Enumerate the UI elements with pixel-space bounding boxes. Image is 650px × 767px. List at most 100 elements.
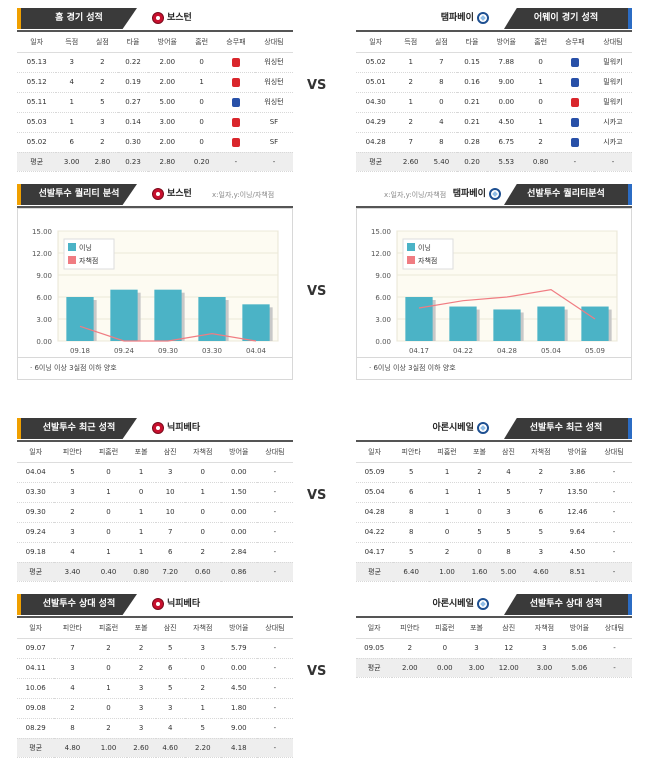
- table-row: 04.29 2 4 0.21 4.50 1 시카고: [356, 112, 632, 133]
- average-cell: 1.00: [429, 562, 466, 582]
- recent-left-header: 선발투수 최근 성적 닉피베타: [17, 418, 293, 439]
- table-cell: 시카고: [593, 112, 632, 133]
- column-header: 상대팀: [254, 32, 293, 53]
- table-row: 05.01 2 8 0.16 9.00 1 밀워키: [356, 72, 632, 93]
- table-row: 09.08 2 0 3 3 1 1.80-: [17, 698, 293, 719]
- legend-er-swatch: [407, 256, 415, 264]
- table-cell: 09.05: [356, 638, 393, 659]
- header-rule: [356, 616, 632, 618]
- table-cell: 2: [184, 678, 221, 699]
- table-cell: 1: [395, 92, 427, 113]
- table-cell: 0: [184, 658, 221, 679]
- table-cell: 0: [525, 52, 556, 73]
- table-cell: 2.00: [148, 72, 187, 93]
- column-header: 상대팀: [596, 618, 632, 639]
- column-header: 자책점: [522, 442, 559, 463]
- table-cell: 0.00: [220, 462, 257, 483]
- recent-right-pitcher: 아론시베일: [432, 423, 474, 433]
- table-cell: -: [256, 718, 293, 739]
- tampa-logo-icon: [477, 11, 489, 24]
- table-cell: 0.00: [220, 502, 257, 523]
- table-header-row: 일자 피안타 피홈런 포볼 삼진 자책점 방어율 상대팀: [356, 618, 632, 639]
- table-cell: 04.04: [17, 462, 55, 483]
- table-cell: 09.08: [17, 698, 55, 719]
- table-row: 04.11 3 0 2 6 0 0.00-: [17, 658, 293, 679]
- legend-er-swatch: [68, 256, 76, 264]
- table-row: 05.13 3 2 0.22 2.00 0 워싱턴: [17, 52, 293, 73]
- result-cell: [555, 92, 594, 113]
- table-cell: 0: [186, 112, 217, 133]
- win-icon: [570, 137, 579, 147]
- home-team-name: 보스턴: [167, 13, 192, 23]
- tampa-logo-icon: [477, 597, 489, 610]
- average-cell: -: [596, 658, 632, 678]
- table-cell: 0.21: [456, 92, 488, 113]
- recent-left-team: 닉피베타: [152, 421, 200, 436]
- column-header: 실점: [426, 32, 457, 53]
- table-cell: 1: [395, 52, 427, 73]
- quality-left-note-text: 6이닝 이상 3실점 이하 양호: [34, 364, 117, 372]
- column-header: 피홈런: [427, 618, 463, 639]
- table-cell: 5: [393, 462, 430, 483]
- table-cell: 3: [56, 52, 88, 73]
- table-cell: 4: [493, 462, 523, 483]
- table-cell: 0: [90, 462, 127, 483]
- table-cell: 0.28: [456, 132, 488, 153]
- average-cell: 0.60: [184, 562, 221, 582]
- table-cell: 1: [90, 678, 127, 699]
- average-cell: 2.20: [184, 738, 221, 758]
- innings-bar: [66, 297, 94, 341]
- table-cell: 3: [184, 638, 221, 659]
- recent-right-panel: 아론시베일 선발투수 최근 성적 일자 피안타 피홈런 포볼 삼진 자책점 방어율 상대팀 05…: [356, 418, 632, 582]
- table-cell: 5: [155, 678, 185, 699]
- table-cell: 2: [395, 112, 427, 133]
- y-tick-label: 9.00: [375, 272, 391, 280]
- column-header: 자책점: [184, 442, 221, 463]
- table-cell: 2: [90, 718, 127, 739]
- column-header: 포볼: [462, 618, 491, 639]
- table-cell: 0: [90, 698, 127, 719]
- legend-er-label: 자책점: [79, 256, 98, 265]
- table-cell: 5: [393, 542, 430, 563]
- table-cell: 0: [426, 92, 457, 113]
- table-cell: 워싱턴: [254, 52, 293, 73]
- column-header: 승무패: [555, 32, 594, 53]
- column-header: 자책점: [526, 618, 562, 639]
- average-cell: 0.40: [90, 562, 127, 582]
- column-header: 득점: [395, 32, 427, 53]
- table-cell: 3: [155, 698, 185, 719]
- table-cell: 2: [54, 698, 91, 719]
- innings-bar: [198, 297, 226, 341]
- y-tick-label: 3.00: [36, 316, 52, 324]
- table-cell: 5: [54, 462, 91, 483]
- table-cell: 4: [56, 72, 88, 93]
- header-rule: [17, 440, 293, 442]
- legend-innings-label: 이닝: [79, 243, 92, 252]
- column-header: 피홈런: [429, 442, 466, 463]
- table-cell: 1: [90, 482, 127, 503]
- table-cell: 8: [426, 72, 457, 93]
- recent-left-table: 일자 피안타 피홈런 포볼 삼진 자책점 방어율 상대팀 04.04 5 0 1 3 0 0.00-03.3…: [17, 442, 293, 582]
- column-header: 일자: [17, 32, 57, 53]
- table-row: 04.04 5 0 1 3 0 0.00-: [17, 462, 293, 483]
- boston-logo-icon: [152, 421, 164, 434]
- x-tick-label: 04.17: [409, 347, 429, 355]
- table-cell: 05.12: [17, 72, 57, 93]
- average-cell: 5.06: [561, 658, 597, 678]
- column-header: 피안타: [54, 618, 91, 639]
- column-header: 포볼: [465, 442, 494, 463]
- quality-left-team: 보스턴: [152, 187, 192, 202]
- column-header: 포볼: [126, 618, 156, 639]
- table-cell: 2: [429, 542, 466, 563]
- column-header: 방어율: [558, 442, 597, 463]
- average-cell: 3.00: [462, 658, 491, 678]
- average-cell: 5.40: [426, 152, 457, 172]
- table-cell: 3.00: [148, 112, 187, 133]
- table-cell: 3: [462, 638, 491, 659]
- vs-left-header: 선발투수 상대 성적 닉피베타: [17, 594, 293, 615]
- column-header: 일자: [17, 618, 55, 639]
- header-rule: [17, 206, 293, 208]
- average-row: 평균 2.60 5.40 0.20 5.53 0.80- -: [356, 152, 632, 172]
- earned-runs-line: [418, 289, 596, 320]
- table-row: 05.04 6 1 1 5 7 13.50-: [356, 482, 632, 503]
